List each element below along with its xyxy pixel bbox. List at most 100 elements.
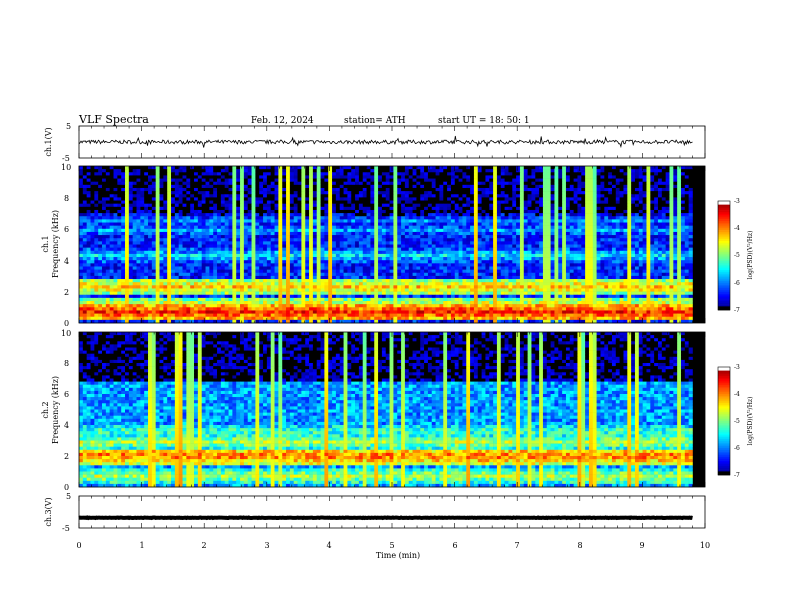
ch1-spectrogram-cell [389,225,394,230]
ch1-spectrogram-cell [604,166,609,170]
ch1-spectrogram-cell [220,181,225,186]
ch1-spectrogram-cell [259,244,264,248]
ch1-spectrogram-cell [140,253,145,258]
ch1-spectrogram-cell [182,181,187,186]
ch1-spectrogram-cell [251,228,256,233]
ch1-spectrogram-cell [420,257,425,261]
ch1-spectrogram-cell [569,238,574,242]
ch1-spectrogram-cell [236,257,241,261]
ch1-spectrogram-cell [259,250,264,255]
ch1-spectrogram-cell [512,178,517,182]
ch1-spectrogram-cell [646,184,651,189]
ch1-spectrogram-cell [362,231,367,236]
ch1-spectrogram-cell [404,216,410,220]
ch1-spectrogram-cell [443,200,448,204]
ch1-spectrogram-cell [351,250,356,255]
ch1-spectrogram-cell [669,222,674,226]
ch1-spectrogram-cell [592,197,597,201]
ch1-spectrogram-cell [270,206,275,211]
ch1-spectrogram-cell [608,169,613,173]
ch1-spectrogram-cell [374,209,379,214]
ch1-spectrogram-cell [293,169,298,173]
ch1-spectrogram-cell [266,231,272,236]
ch1-spectrogram-cell [113,253,118,258]
ch1-spectrogram-cell [236,250,241,255]
ch1-spectrogram-cell [132,184,137,189]
ch1-spectrogram-cell [454,178,459,182]
ch1-spectrogram-cell [447,247,452,252]
ch1-spectrogram-cell [86,206,91,211]
ch1-spectrogram-cell [293,241,298,245]
ch1-spectrogram-cell [585,253,590,258]
ch1-spectrogram-cell [186,197,191,201]
ch1-spectrogram-cell [688,253,693,258]
ch1-spectrogram-cell [297,238,302,242]
ch1-spectrogram-cell [569,225,574,230]
ch1-spectrogram-cell [508,241,513,245]
ch1-spectrogram-cell [416,247,421,252]
ch1-spectrogram-cell [378,247,383,252]
ch1-spectrogram-cell [190,235,195,239]
ch1-spectrogram-cell [546,231,551,236]
ch1-spectrogram-cell [289,244,295,248]
ch1-spectrogram-cell [194,213,199,217]
ch1-spectrogram-cell [224,213,229,217]
ch1-spectrogram-cell [205,175,210,179]
ch1-spectrogram-cell [646,235,651,239]
ch1-spectrogram-cell [128,191,133,195]
ch1-spectrogram-cell [378,175,383,179]
ch1-spectrogram-cell [435,247,440,252]
ch1-spectrogram-cell [654,191,659,195]
ch1-spectrogram-cell [604,250,609,255]
ch1-spectrogram-cell [90,169,95,173]
ch1-spectrogram-cell [351,175,356,179]
ch1-spectrogram-cell [489,206,494,211]
ch1-spectrogram-cell [657,247,663,252]
ch1-spectrogram-cell [650,244,655,248]
ch1-spectrogram-cell [98,241,103,245]
ch1-spectrogram-cell [657,244,663,248]
ch1-spectrogram-cell [113,178,118,182]
ch1-spectrogram-cell [240,194,245,198]
ch1-spectrogram-cell [228,257,233,261]
ch1-spectrogram-cell [431,228,436,233]
ch1-spectrogram-cell [236,216,241,220]
ch1-spectrogram-cell [148,235,153,239]
ch1-spectrogram-cell [397,181,402,186]
ch1-spectrogram-cell [232,200,237,204]
ch1-spectrogram-cell [634,200,640,204]
ch1-spectrogram-cell [240,216,245,220]
ch1-spectrogram-cell [458,250,463,255]
ch1-spectrogram-cell [121,250,126,255]
ch1-spectrogram-cell [259,184,264,189]
ch1-spectrogram-cell [94,172,99,176]
ch1-spectrogram-cell [516,197,521,201]
ch1-spectrogram-cell [435,191,440,195]
ch1-spectrogram-cell [332,197,337,201]
ch1-spectrogram-cell [209,225,214,230]
ch1-spectrogram-cell [585,241,590,245]
ch1-spectrogram-cell [634,244,640,248]
ch1-spectrogram-cell [508,184,513,189]
ch1-spectrogram-cell [320,169,325,173]
ch1-spectrogram-cell [523,231,528,236]
ch1-spectrogram-cell [213,241,218,245]
ch1-spectrogram-cell [209,209,214,214]
ch1-spectrogram-cell [358,206,364,211]
ch1-spectrogram-cell [627,169,632,173]
ch1-spectrogram-cell [178,247,183,252]
ch1-spectrogram-cell [634,169,640,173]
ch1-spectrogram-cell [98,197,103,201]
ch1-spectrogram-cell [259,194,264,198]
ch1-spectrogram-cell [324,178,329,182]
ch1-spectrogram-cell [427,247,433,252]
ch1-spectrogram-cell [347,172,352,176]
ch1-spectrogram-cell [194,200,199,204]
ch1-spectrogram-cell [209,260,214,264]
ch1-spectrogram-cell [178,260,183,264]
ch1-spectrogram-cell [562,181,567,186]
ch1-spectrogram-cell [301,244,306,248]
ch1-spectrogram-cell [665,228,670,233]
ch1-spectrogram-cell [680,247,686,252]
ch1-spectrogram-cell [266,228,272,233]
